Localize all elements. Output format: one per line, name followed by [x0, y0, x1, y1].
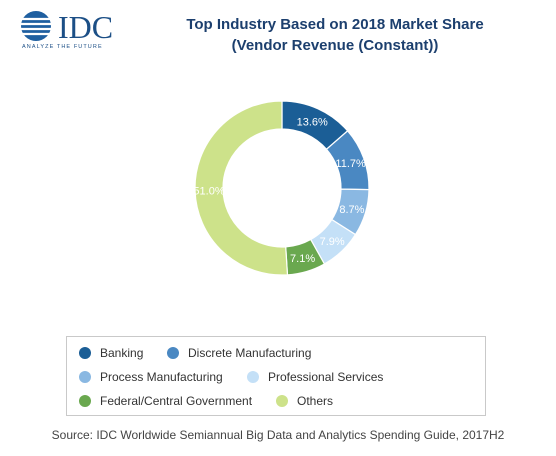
logo-tagline: ANALYZE THE FUTURE: [22, 44, 103, 50]
legend-swatch-discrete-manufacturing: [167, 347, 179, 359]
legend-item-professional-services: Professional Services: [247, 370, 383, 384]
chart-title: Top Industry Based on 2018 Market Share …: [140, 14, 530, 56]
globe-logo-icon: IDC: [21, 10, 113, 44]
legend-item-discrete-manufacturing: Discrete Manufacturing: [167, 346, 311, 360]
legend-label-discrete-manufacturing: Discrete Manufacturing: [188, 346, 312, 360]
legend-label-banking: Banking: [100, 346, 144, 360]
data-label-discrete-manufacturing: 11.7%: [335, 158, 366, 170]
source-note: Source: IDC Worldwide Semiannual Big Dat…: [51, 428, 505, 442]
legend-swatch-federal-central-government: [79, 395, 91, 407]
data-label-process-manufacturing: 8.7%: [339, 204, 364, 216]
legend-swatch-process-manufacturing: [79, 371, 91, 383]
legend-item-banking: Banking: [79, 346, 143, 360]
legend-item-process-manufacturing: Process Manufacturing: [79, 370, 223, 384]
donut-slice-others: [194, 100, 289, 276]
data-label-others: 51.0%: [193, 185, 224, 197]
legend-swatch-professional-services: [247, 371, 259, 383]
chart-title-line2: (Vendor Revenue (Constant)): [231, 37, 439, 54]
chart-title-line1: Top Industry Based on 2018 Market Share: [186, 16, 484, 33]
legend-label-others: Others: [297, 394, 334, 408]
legend-item-federal-central-government: Federal/Central Government: [79, 394, 252, 408]
data-label-federal-central-government: 7.1%: [290, 253, 315, 265]
data-label-banking: 13.6%: [297, 117, 328, 129]
legend-label-process-manufacturing: Process Manufacturing: [100, 370, 223, 384]
donut-chart: 13.6% 11.7% 8.7% 7.9% 7.1% 51.0%: [193, 100, 370, 276]
legend-item-others: Others: [276, 394, 333, 408]
legend-label-federal-central-government: Federal/Central Government: [100, 394, 253, 408]
data-label-professional-services: 7.9%: [320, 236, 345, 248]
legend-label-professional-services: Professional Services: [268, 370, 384, 384]
chart-legend: Banking Discrete Manufacturing Process M…: [66, 336, 486, 416]
logo-text: IDC: [58, 10, 113, 44]
legend-swatch-banking: [79, 347, 91, 359]
legend-swatch-others: [276, 395, 288, 407]
idc-logo: IDC ANALYZE THE FUTURE: [18, 10, 138, 50]
